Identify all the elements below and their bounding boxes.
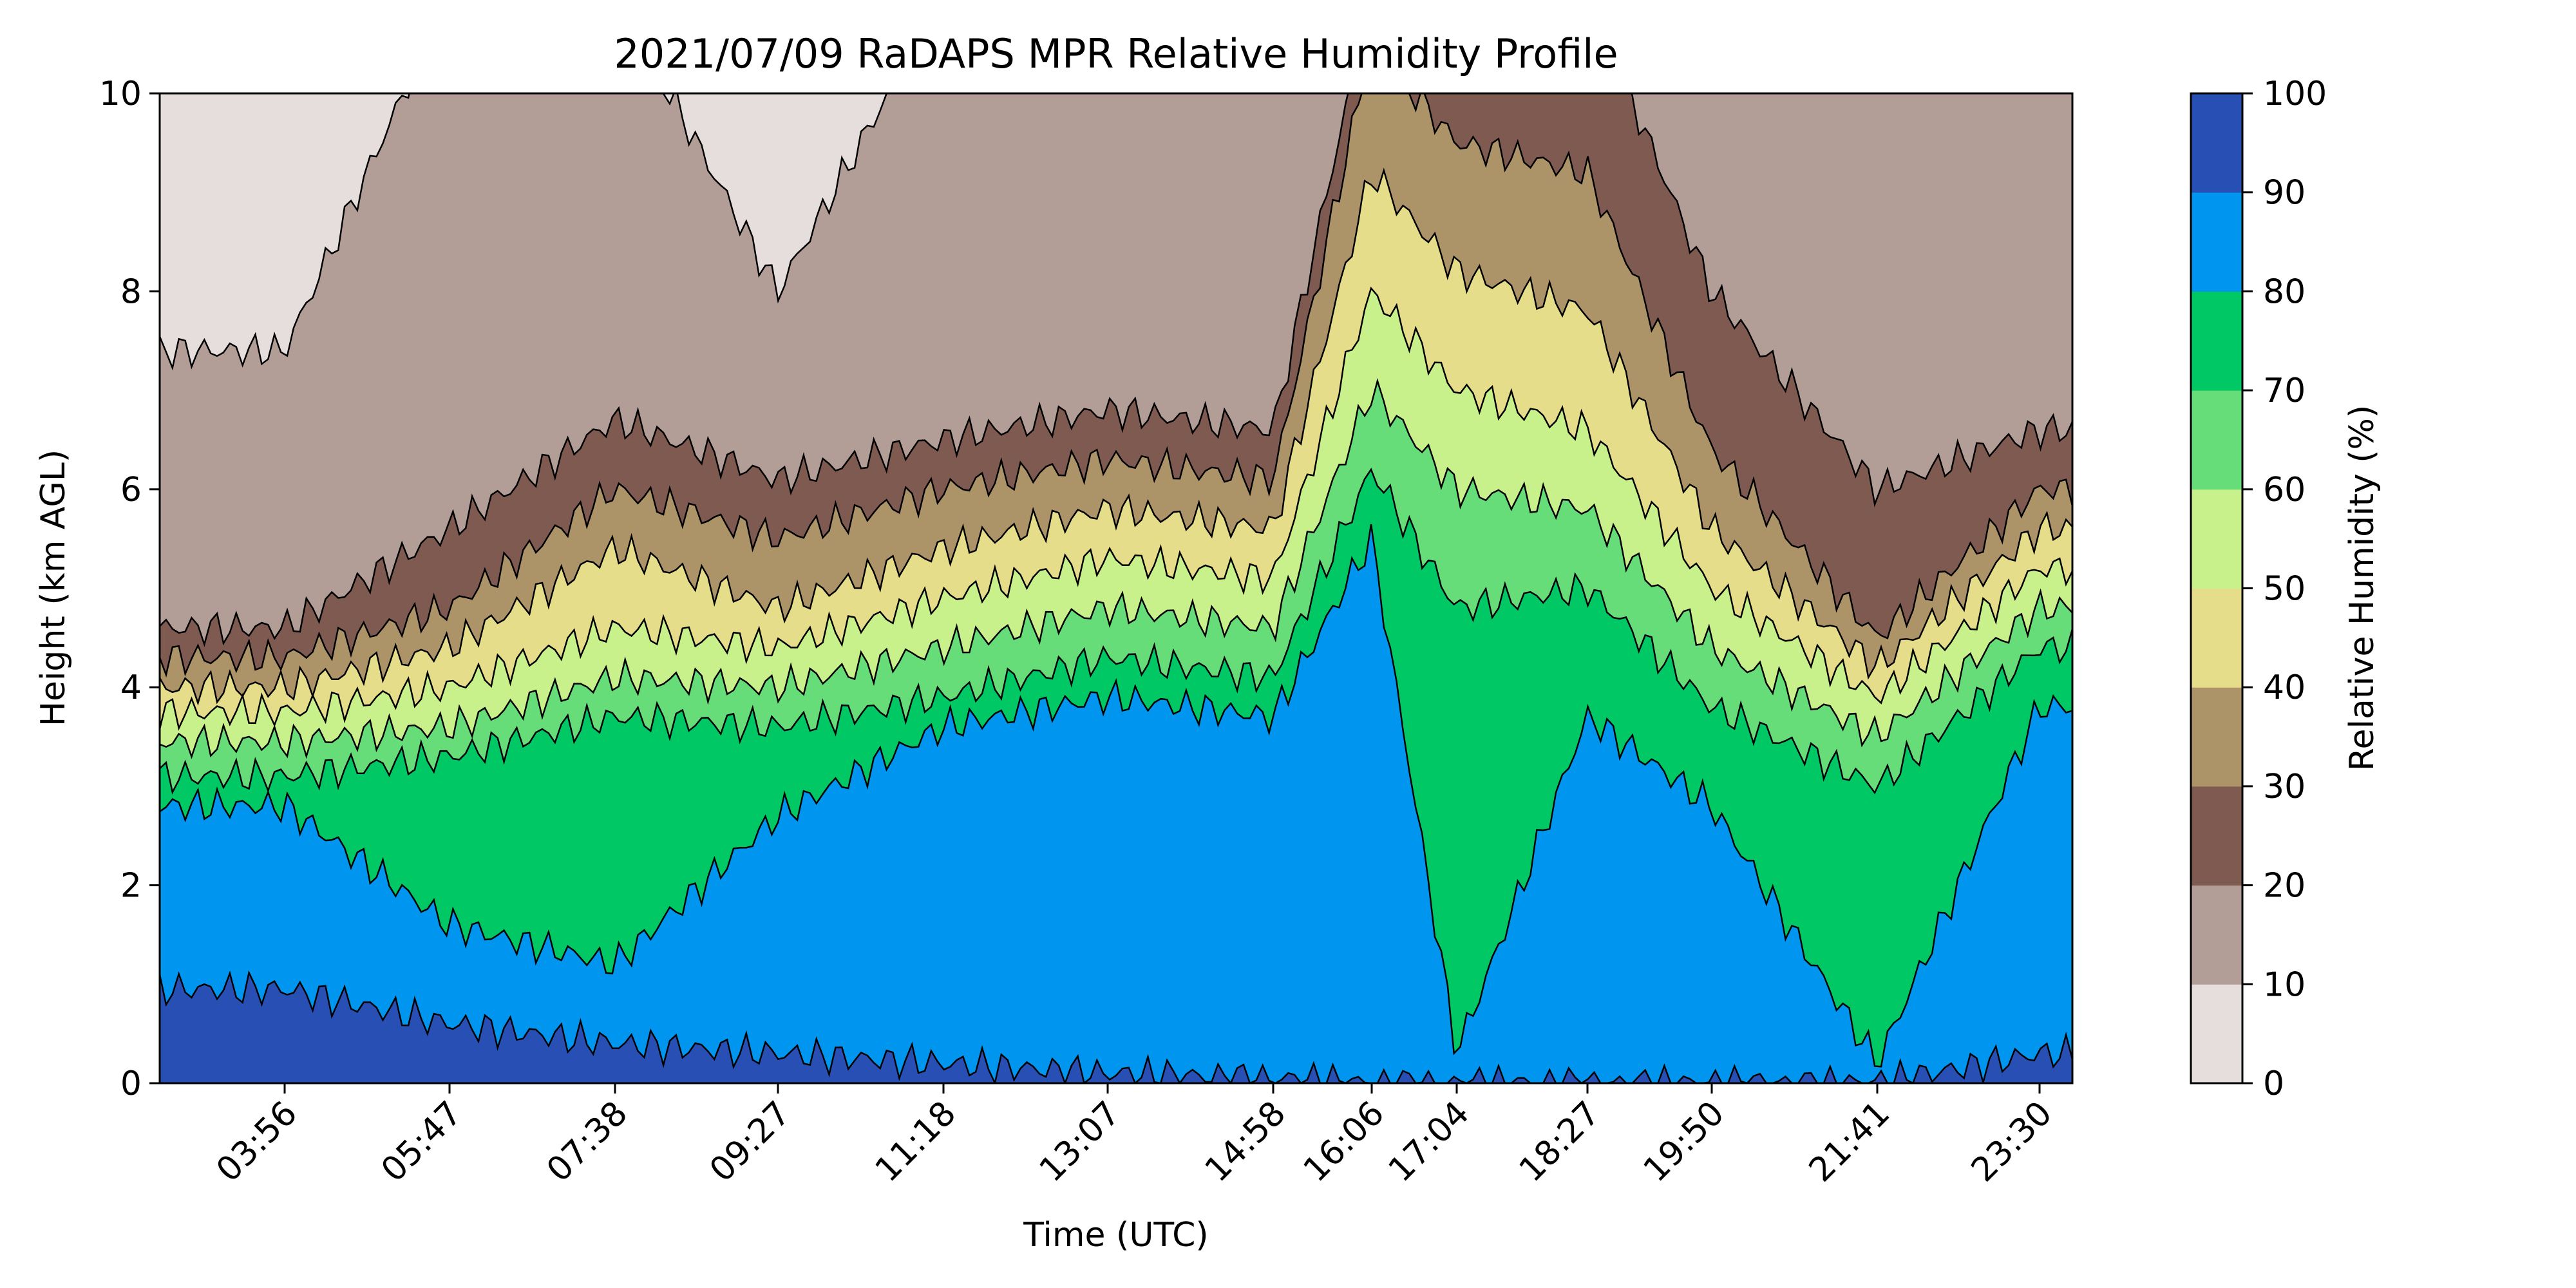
colorbar-tick-label: 30 [2263, 768, 2306, 806]
chart-title: 2021/07/09 RaDAPS MPR Relative Humidity … [614, 30, 1618, 77]
rh-contour-line [160, 93, 2072, 647]
colorbar-segment [2191, 885, 2242, 985]
rh-band-90-100 [160, 972, 2072, 1083]
rh-contour-lines [160, 93, 2072, 1083]
rh-contour-line [160, 286, 2072, 731]
x-tick-label: 16:06 [1296, 1094, 1392, 1189]
colorbar-tick-label: 50 [2263, 570, 2306, 609]
colorbar-tick-label: 10 [2263, 965, 2306, 1004]
colorbar-segment [2191, 192, 2242, 292]
x-tick-label: 03:56 [209, 1094, 305, 1189]
x-tick-label: 17:04 [1381, 1094, 1477, 1189]
y-tick-label: 8 [120, 272, 142, 311]
plot-frame [158, 92, 2074, 1084]
colorbar-tick-label: 20 [2263, 867, 2306, 905]
x-axis-label: Time (UTC) [1023, 1216, 1208, 1255]
x-tick-label: 07:38 [540, 1094, 635, 1189]
colorbar-tick-label: 80 [2263, 272, 2306, 311]
colorbar-tick-label: 40 [2263, 668, 2306, 707]
x-tick-label: 13:07 [1032, 1094, 1128, 1189]
rh-contour-line [160, 524, 2072, 1068]
rh-contour-field [160, 93, 2072, 1083]
rh-contour-line [160, 93, 2072, 678]
rh-band-80-90 [160, 524, 2072, 1083]
colorbar-tick-label: 70 [2263, 372, 2306, 410]
x-tick-label: 18:27 [1512, 1094, 1607, 1189]
x-tick-label: 05:47 [374, 1094, 469, 1189]
y-tick-label: 6 [120, 471, 142, 509]
x-tick-label: 19:50 [1636, 1094, 1732, 1189]
rh-contour-line [160, 377, 2072, 759]
colorbar-tick-label: 0 [2263, 1065, 2284, 1103]
rh-contour-line [160, 167, 2072, 706]
colorbar-segment [2191, 93, 2242, 193]
y-tick-label: 2 [120, 867, 142, 905]
x-tick-label: 09:27 [703, 1094, 798, 1189]
colorbar-tick-label: 90 [2263, 174, 2306, 213]
colorbar-segment [2191, 984, 2242, 1084]
colorbar-segment [2191, 291, 2242, 391]
x-tick-label: 11:18 [868, 1094, 963, 1189]
colorbar-segment [2191, 489, 2242, 589]
colorbar-segment [2191, 588, 2242, 688]
colorbar-segment [2191, 786, 2242, 886]
x-tick-label: 14:58 [1198, 1094, 1293, 1189]
rh-contour-line [160, 468, 2072, 795]
rh-contour-line [160, 970, 2072, 1083]
colorbar: 0 10 20 30 40 50 60 70 80 90 100 [2190, 75, 2327, 1103]
x-tick-label: 23:30 [1964, 1094, 2060, 1189]
colorbar-tick-label: 100 [2263, 75, 2327, 113]
y-tick-label: 4 [120, 668, 142, 707]
colorbar-segment [2191, 687, 2242, 787]
y-axis-label: Height (km AGL) [34, 450, 73, 726]
y-tick-label: 10 [99, 75, 142, 113]
x-tick-label: 21:41 [1802, 1094, 1897, 1189]
x-axis-ticks: 03:56 05:47 07:38 09:27 11:18 13:07 14:58 16:06… [209, 1083, 2060, 1189]
y-tick-label: 0 [120, 1065, 142, 1103]
colorbar-label: Relative Humidity (%) [2343, 405, 2382, 772]
y-axis-ticks: 0 2 4 6 8 10 [99, 75, 160, 1103]
colorbar-segment [2191, 390, 2242, 490]
colorbar-tick-label: 60 [2263, 471, 2306, 509]
